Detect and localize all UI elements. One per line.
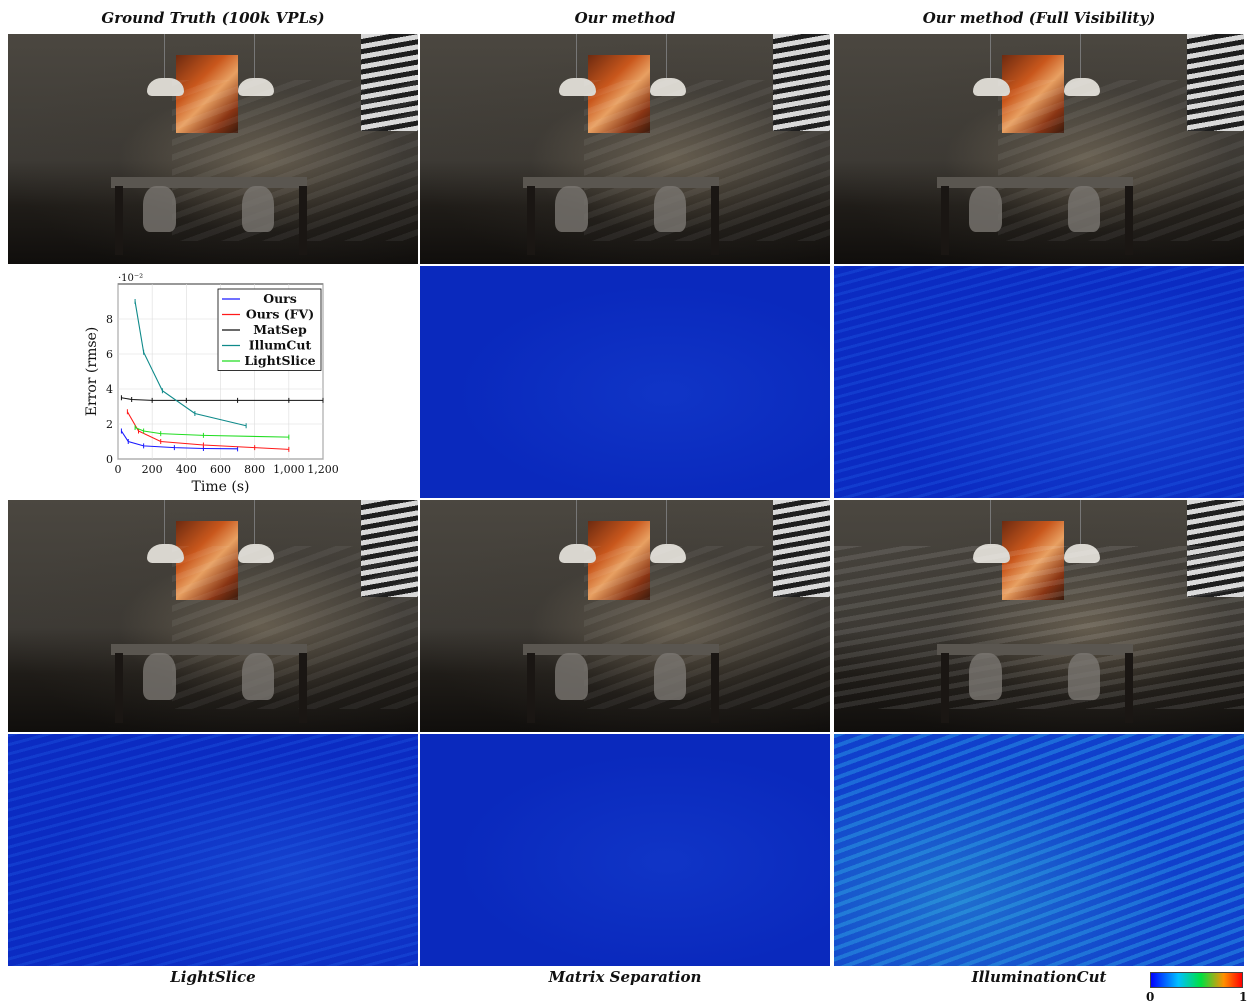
footer-lightslice: LightSlice <box>170 968 256 986</box>
x-tick-label: 600 <box>210 463 231 476</box>
y-tick-label: 0 <box>106 453 113 466</box>
render-our-method <box>420 34 830 264</box>
colorbar-min-label: 0 <box>1146 990 1155 1004</box>
y-tick-label: 2 <box>106 418 113 431</box>
y-tick-label: 8 <box>106 313 113 326</box>
x-tick-label: 800 <box>244 463 265 476</box>
y-tick-label: 4 <box>106 383 113 396</box>
header-our-method: Our method <box>574 9 676 27</box>
x-tick-label: 400 <box>176 463 197 476</box>
legend-label: IllumCut <box>249 338 312 353</box>
error-map-matrix-separation <box>420 734 830 966</box>
chart-svg: 0 2 4 6 8 0 200 400 600 800 1,000 1,200 ·10⁻² Time (s… <box>84 273 339 495</box>
render-illuminationcut <box>834 500 1244 732</box>
error-map-our-method-full-visibility <box>834 266 1244 498</box>
render-our-method-full-visibility <box>834 34 1244 264</box>
error-map-illuminationcut <box>834 734 1244 966</box>
legend-label: Ours <box>263 291 297 306</box>
colorbar-max-label: 1 <box>1239 990 1248 1004</box>
legend-label: Ours (FV) <box>246 307 314 322</box>
y-exponent-label: ·10⁻² <box>118 273 143 284</box>
error-time-chart: 0 2 4 6 8 0 200 400 600 800 1,000 1,200 ·10⁻² Time (s… <box>8 266 418 498</box>
header-our-method-full-visibility: Our method (Full Visibility) <box>922 9 1156 27</box>
error-colorbar <box>1150 972 1243 988</box>
error-map-our-method <box>420 266 830 498</box>
y-tick-label: 6 <box>106 348 113 361</box>
render-ground-truth <box>8 34 418 264</box>
x-axis-label: Time (s) <box>192 479 250 495</box>
x-tick-label: 1,200 <box>307 463 339 476</box>
error-map-lightslice <box>8 734 418 966</box>
legend-label: LightSlice <box>244 353 315 368</box>
footer-matrix-separation: Matrix Separation <box>548 968 702 986</box>
footer-illuminationcut: IlluminationCut <box>971 968 1107 986</box>
render-lightslice <box>8 500 418 732</box>
x-tick-label: 200 <box>142 463 163 476</box>
header-ground-truth: Ground Truth (100k VPLs) <box>101 9 325 27</box>
series-line-ours <box>120 430 238 450</box>
x-tick-label: 1,000 <box>273 463 305 476</box>
legend-label: MatSep <box>253 322 307 337</box>
x-tick-label: 0 <box>115 463 122 476</box>
render-matrix-separation <box>420 500 830 732</box>
y-axis-label: Error (rmse) <box>84 327 100 417</box>
